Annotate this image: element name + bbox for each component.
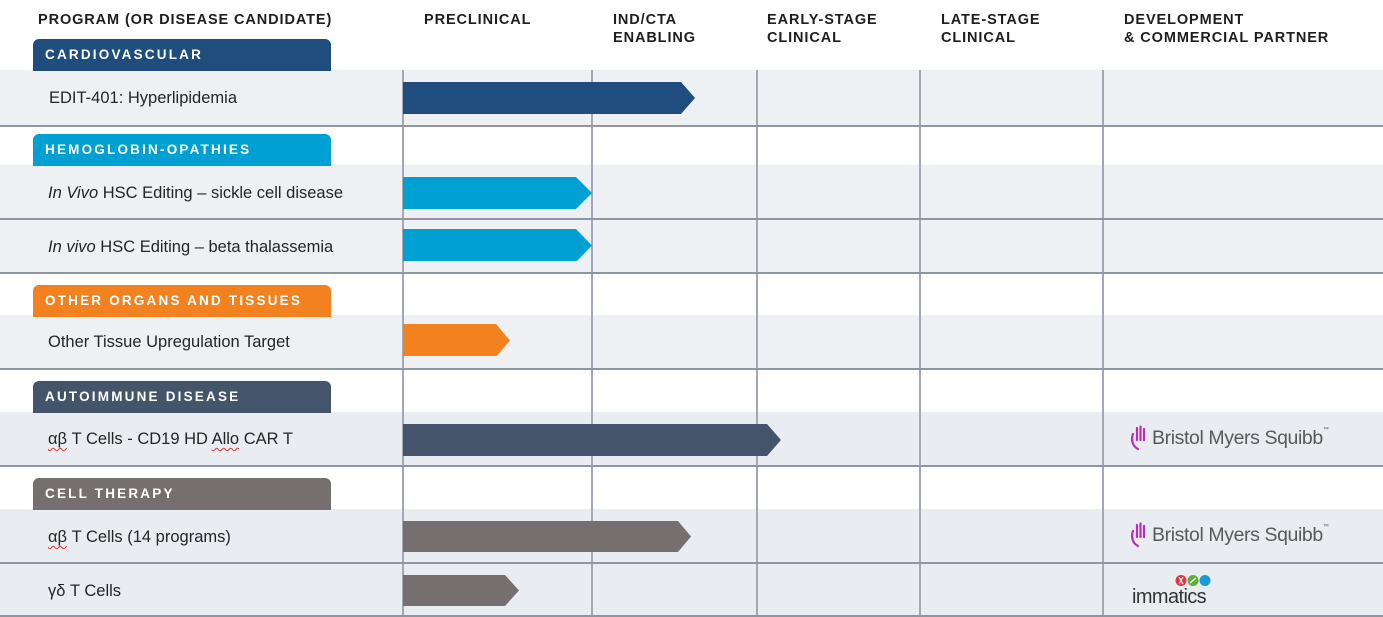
progress-bar-edit401 [403,82,695,114]
divider [0,465,1383,467]
divider [0,272,1383,274]
header-ind-cta: IND/CTA ENABLING [613,12,696,46]
category-cardiovascular: CARDIOVASCULAR [33,39,331,71]
progress-bar-other-tissue [403,324,510,356]
header-late-stage: LATE-STAGE CLINICAL [941,12,1041,46]
category-autoimmune: AUTOIMMUNE DISEASE [33,381,331,413]
program-bthal-label: HSC Editing – beta thalassemia [95,238,334,256]
divider [0,218,1383,220]
program-ab14-label: T Cells (14 programs) [67,528,231,546]
divider [0,125,1383,127]
grid-line-early [756,70,758,617]
partner-immatics: immatics [1132,574,1216,607]
row-band-bthal [0,219,1383,273]
program-cd19-end: CAR T [239,430,293,448]
program-ab14-greek: αβ [48,528,68,546]
program-gd: γδ T Cells [48,582,122,600]
category-hemoglobinopathies: HEMOGLOBIN-OPATHIES [33,134,331,166]
row-band-ab14 [0,509,1383,563]
grid-line-partner [1102,70,1104,617]
progress-bar-scd [403,177,592,209]
bms-hand-icon [1130,425,1146,451]
grid-line-late [919,70,921,617]
partner-bms-label: Bristol Myers Squibb™ [1152,523,1329,546]
program-cd19-mid: T Cells - CD19 HD [67,430,212,448]
bms-hand-icon [1130,522,1146,548]
program-scd: In Vivo HSC Editing – sickle cell diseas… [48,183,343,203]
header-preclinical: PRECLINICAL [424,12,532,28]
divider [0,562,1383,564]
header-early-stage: EARLY-STAGE CLINICAL [767,12,878,46]
program-scd-label: HSC Editing – sickle cell disease [98,184,344,202]
program-bthal-italic: In vivo [48,238,96,256]
grid-line-ind-cta [591,70,593,617]
partner-bms-cd19: Bristol Myers Squibb™ [1130,425,1329,451]
program-cd19-allo: Allo [211,430,240,448]
program-other-tissue: Other Tissue Upregulation Target [48,333,290,351]
progress-bar-ab14 [403,521,691,552]
program-scd-italic: In Vivo [48,184,99,202]
category-other-organs: OTHER ORGANS AND TISSUES [33,285,331,317]
program-cd19: αβ T Cells - CD19 HD Allo CAR T [48,429,293,449]
partner-immatics-label: immatics [1132,586,1207,608]
program-cd19-greek: αβ [48,430,68,448]
immatics-dots-icon [1175,575,1211,586]
header-partner: DEVELOPMENT & COMMERCIAL PARTNER [1124,12,1330,46]
progress-bar-bthal [403,229,592,261]
divider [0,368,1383,370]
divider [0,615,1383,617]
header-program: PROGRAM (OR DISEASE CANDIDATE) [38,12,333,28]
partner-bms-label: Bristol Myers Squibb™ [1152,426,1329,449]
program-edit401: EDIT-401: Hyperlipidemia [49,89,237,107]
row-band-other-tissue [0,315,1383,369]
program-ab14: αβ T Cells (14 programs) [48,527,231,547]
category-cell-therapy: CELL THERAPY [33,478,331,510]
partner-bms-ab14: Bristol Myers Squibb™ [1130,522,1329,548]
program-bthal: In vivo HSC Editing – beta thalassemia [48,237,333,257]
row-band-gd [0,563,1383,617]
row-band-scd [0,165,1383,219]
grid-line-preclinical [402,70,404,617]
progress-bar-gd [403,575,519,606]
progress-bar-cd19 [403,424,781,456]
